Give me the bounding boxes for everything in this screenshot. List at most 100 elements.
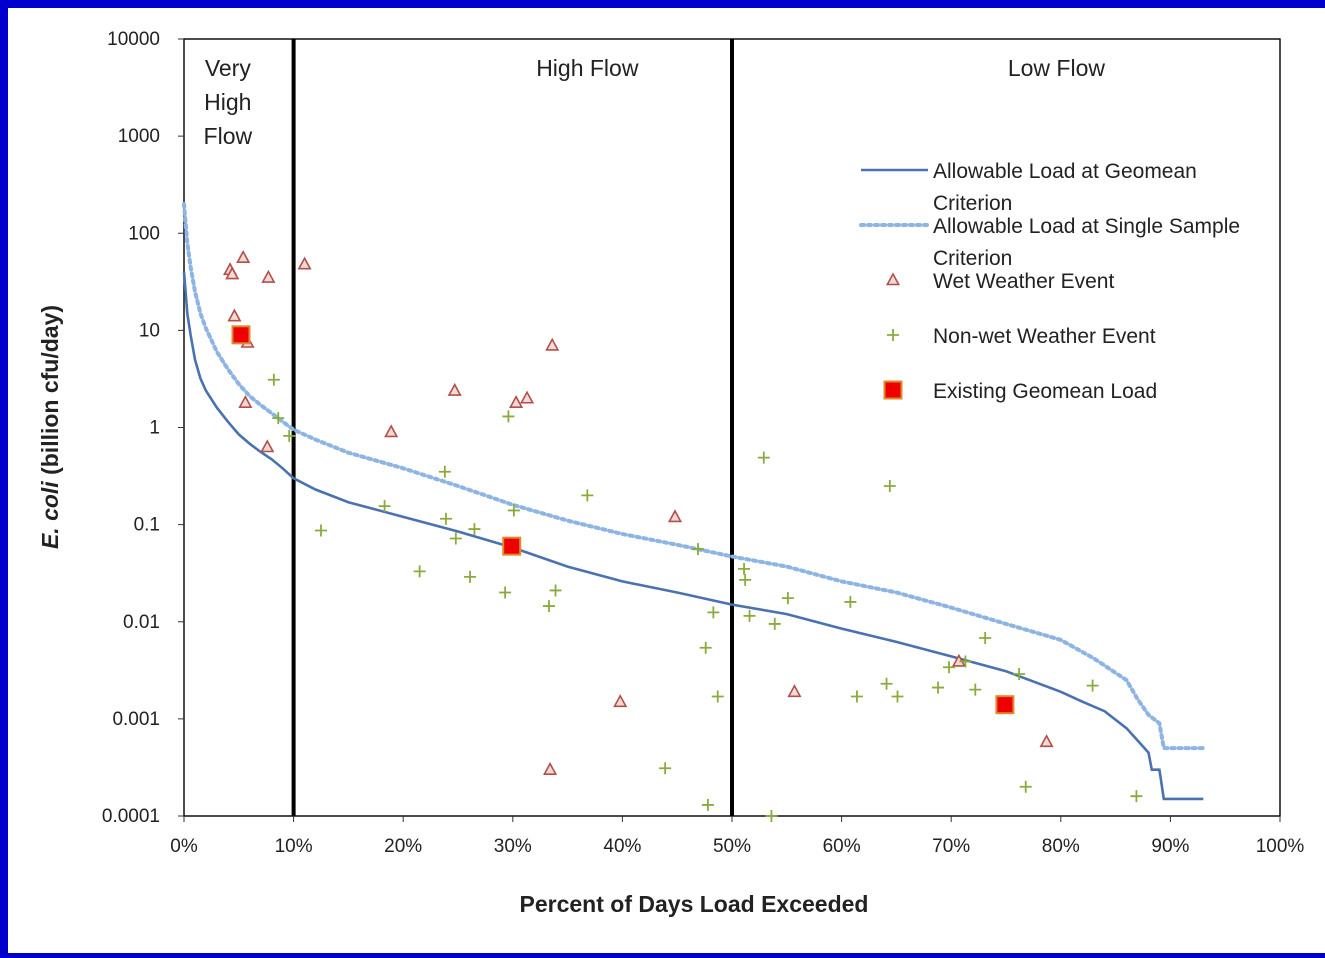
wet-weather-point	[545, 337, 560, 351]
non-wet-weather-point	[378, 500, 391, 513]
y-axis-title-italic: E. coli	[37, 481, 63, 549]
wet-weather-point	[543, 761, 558, 775]
non-wet-weather-point	[1013, 667, 1026, 680]
non-wet-weather-point	[883, 479, 896, 492]
x-axis-ticks: 0% 10% 20% 30% 40% 50% 60% 70% 80% 90% 100%	[170, 816, 1304, 857]
non-wet-weather-point	[743, 609, 756, 622]
non-wet-weather-point	[699, 641, 712, 654]
wet-weather-point	[225, 266, 240, 280]
legend-label: Criterion	[933, 247, 1012, 270]
non-wet-weather-point	[969, 683, 982, 696]
y-tick-label: 10	[139, 320, 160, 341]
non-wet-weather-point	[507, 504, 520, 517]
wet-weather-point	[260, 439, 275, 453]
x-tick-label: 10%	[275, 836, 313, 857]
region-label: Low Flow	[1008, 55, 1106, 81]
y-tick-label: 100	[128, 223, 160, 244]
legend: Allowable Load at GeomeanCriterionAllowa…	[859, 160, 1240, 403]
wet-weather-point	[238, 395, 253, 409]
wet-weather-point	[787, 684, 802, 698]
non-wet-weather-point	[943, 661, 956, 674]
non-wet-weather-point	[880, 677, 893, 690]
geomean-allowable-load-line	[182, 271, 1204, 801]
x-tick-label: 40%	[603, 836, 641, 857]
y-tick-label: 1	[149, 418, 160, 439]
wet-weather-point	[236, 250, 251, 264]
wet-weather-point	[613, 694, 628, 708]
non-wet-weather-point	[1086, 679, 1099, 692]
non-wet-weather-point	[581, 489, 594, 502]
wet-weather-point	[520, 390, 535, 404]
non-wet-weather-point	[549, 584, 562, 597]
non-wet-weather-point	[959, 655, 972, 668]
non-wet-weather-point	[468, 523, 481, 536]
legend-label: Criterion	[933, 192, 1012, 215]
non-wet-weather-point	[659, 762, 672, 775]
legend-label: Non-wet Weather Event	[933, 325, 1156, 348]
chart-frame: 0% 10% 20% 30% 40% 50% 60% 70% 80% 90% 100% 0.0001…	[8, 8, 1325, 953]
non-wet-weather-point	[315, 524, 327, 537]
y-tick-label: 10000	[107, 29, 160, 50]
non-wet-weather-point	[711, 690, 724, 703]
legend-wet-weather-swatch	[885, 272, 901, 286]
legend-label: Wet Weather Event	[933, 270, 1114, 293]
y-axis-title-unit: (billion cfu/day)	[37, 305, 63, 481]
non-wet-weather-point	[739, 573, 752, 586]
non-wet-weather-point	[449, 532, 462, 545]
series-markers	[222, 250, 1143, 822]
non-wet-weather-point	[768, 617, 781, 630]
x-axis-title: Percent of Days Load Exceeded	[520, 891, 869, 917]
non-wet-weather-point	[738, 562, 751, 575]
non-wet-weather-point	[932, 681, 945, 694]
non-wet-weather-point	[707, 606, 720, 619]
series-lines	[182, 202, 1206, 801]
non-wet-weather-point	[499, 586, 512, 599]
non-wet-weather-point	[272, 412, 285, 425]
wet-weather-point	[509, 395, 524, 409]
wet-weather-point	[667, 509, 683, 523]
y-tick-label: 1000	[118, 126, 160, 147]
non-wet-weather-point	[781, 592, 794, 605]
x-tick-label: 30%	[494, 836, 532, 857]
existing-geomean-load-point	[995, 695, 1015, 715]
non-wet-weather-point	[438, 465, 451, 478]
non-wet-weather-point	[692, 543, 705, 556]
non-wet-weather-point	[850, 690, 863, 703]
x-tick-label: 60%	[823, 836, 861, 857]
x-tick-label: 50%	[713, 836, 751, 857]
y-tick-label: 0.1	[134, 515, 160, 536]
wet-weather-point	[261, 269, 276, 283]
y-axis-title: E. coli (billion cfu/day)	[37, 305, 63, 549]
x-tick-label: 70%	[932, 836, 970, 857]
non-wet-weather-point	[701, 798, 714, 811]
non-wet-weather-point	[765, 810, 778, 822]
region-label: High Flow	[536, 55, 639, 81]
legend-existing-geomean-swatch	[883, 380, 903, 400]
non-wet-weather-point	[502, 410, 515, 423]
y-tick-label: 0.001	[112, 709, 160, 730]
y-tick-label: 0.01	[123, 612, 160, 633]
region-label: Flow	[204, 123, 253, 149]
wet-weather-point	[1039, 734, 1054, 748]
non-wet-weather-point	[439, 512, 452, 525]
non-wet-weather-point	[464, 570, 477, 583]
wet-weather-point	[447, 382, 462, 396]
load-duration-chart: 0% 10% 20% 30% 40% 50% 60% 70% 80% 90% 100% 0.0001…	[37, 29, 1304, 917]
legend-label: Allowable Load at Geomean	[933, 160, 1197, 183]
y-axis-ticks: 0.0001 0.001 0.01 0.1 1 10 100 1000 10000	[102, 29, 184, 827]
non-wet-weather-point	[1130, 790, 1143, 803]
legend-non-wet-weather-swatch	[887, 329, 899, 341]
y-tick-label: 0.0001	[102, 806, 160, 827]
x-tick-label: 90%	[1151, 836, 1189, 857]
existing-geomean-load-point	[231, 325, 251, 345]
legend-label: Allowable Load at Single Sample	[933, 215, 1240, 238]
non-wet-weather-point	[267, 373, 280, 386]
non-wet-weather-point	[1019, 780, 1032, 793]
flow-region-labels: Very High Flow High Flow Low Flow	[204, 55, 1106, 149]
legend-label: Existing Geomean Load	[933, 380, 1157, 403]
x-tick-label: 100%	[1256, 836, 1305, 857]
existing-geomean-load-point	[502, 536, 522, 556]
x-tick-label: 80%	[1042, 836, 1080, 857]
non-wet-weather-point	[283, 429, 296, 442]
wet-weather-point	[384, 424, 399, 438]
